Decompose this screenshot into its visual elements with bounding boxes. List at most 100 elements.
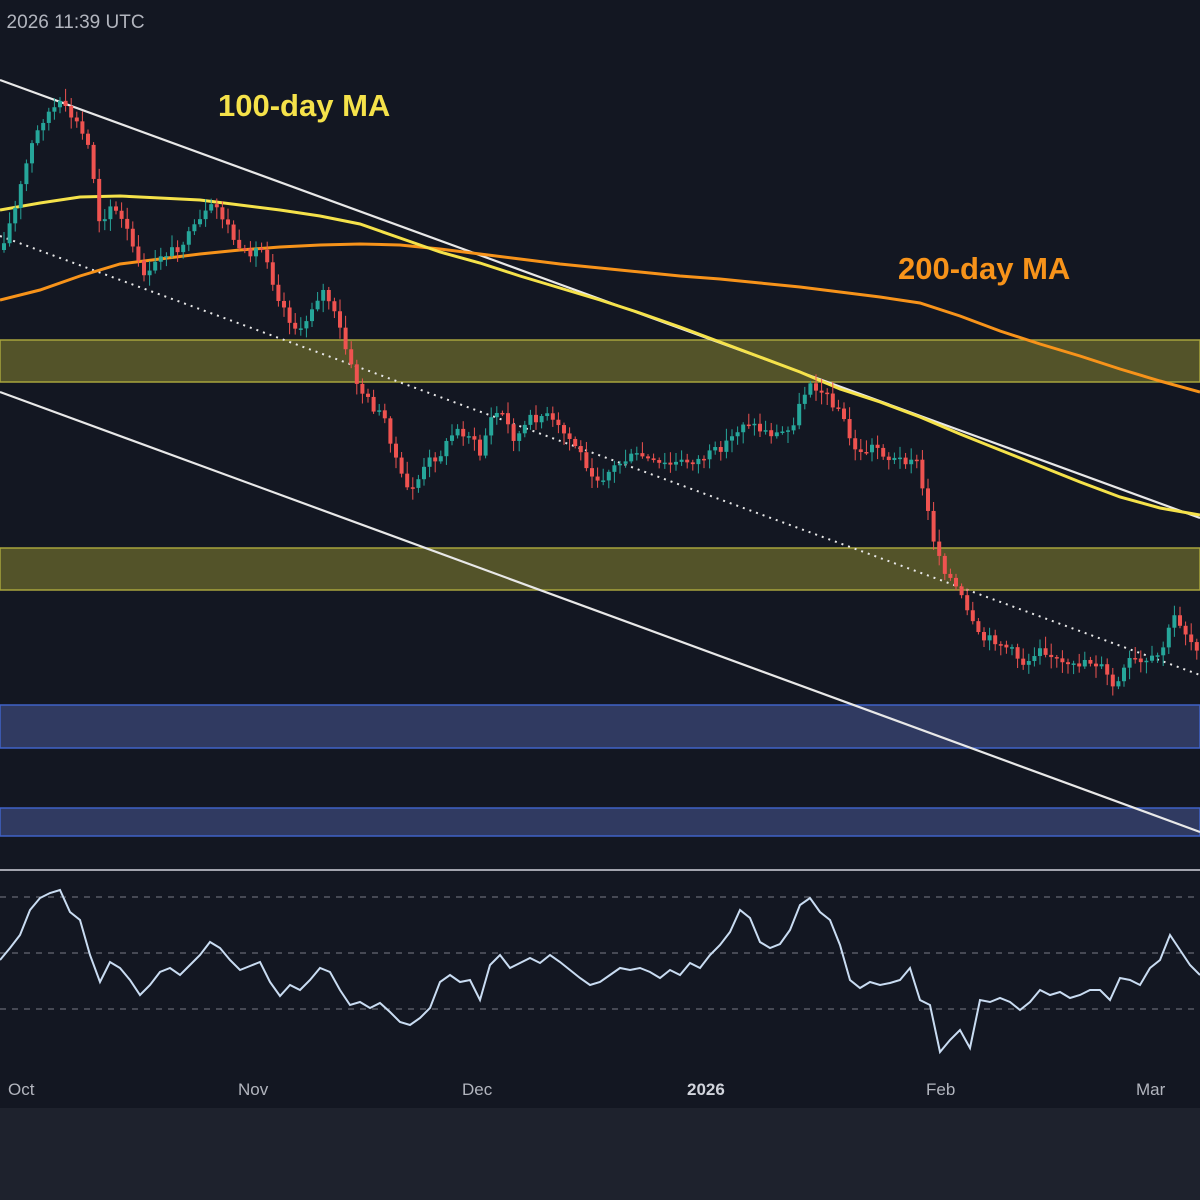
candle-body xyxy=(679,459,684,462)
candle xyxy=(147,261,152,286)
candle xyxy=(836,399,841,412)
candle xyxy=(976,618,981,635)
candle-body xyxy=(836,407,841,409)
candle-body xyxy=(147,270,152,276)
candle-body xyxy=(926,488,930,511)
timestamp-label: , 2026 11:39 UTC xyxy=(0,12,145,33)
candle-body xyxy=(959,586,964,596)
candle xyxy=(780,426,785,435)
candle-body xyxy=(774,432,779,437)
candle xyxy=(63,88,68,112)
candle xyxy=(237,229,242,251)
candle xyxy=(640,442,645,459)
candle xyxy=(786,426,790,444)
candle xyxy=(198,209,202,228)
candle-body xyxy=(819,390,824,393)
candle xyxy=(382,403,387,424)
candle xyxy=(601,468,606,486)
candle xyxy=(18,180,23,220)
candle xyxy=(634,446,639,461)
candle xyxy=(937,529,942,566)
candle xyxy=(808,380,813,398)
candle xyxy=(69,98,74,129)
candle-body xyxy=(41,122,46,131)
candle-body xyxy=(550,413,555,420)
candle xyxy=(1077,653,1082,673)
chart-header: , 2026 11:39 UTC xyxy=(0,0,1200,44)
resistance-zone xyxy=(0,339,1200,383)
candle xyxy=(343,315,348,355)
candle-body xyxy=(769,430,774,437)
candle-body xyxy=(970,610,975,622)
candle xyxy=(298,317,303,336)
candle xyxy=(959,583,964,599)
candle-body xyxy=(2,243,6,250)
candle-body xyxy=(674,461,678,465)
candle xyxy=(360,378,365,404)
candle xyxy=(886,452,891,470)
candle-body xyxy=(483,435,488,456)
candle-body xyxy=(466,436,471,438)
candle xyxy=(1021,648,1026,670)
candle-body xyxy=(214,204,219,208)
candle xyxy=(2,232,6,253)
x-tick-label: Nov xyxy=(238,1080,269,1099)
candle-body xyxy=(444,440,449,457)
candle xyxy=(623,449,628,468)
candle-body xyxy=(1077,663,1082,667)
candle-body xyxy=(237,239,242,249)
candle-body xyxy=(209,204,214,211)
candle xyxy=(282,292,286,317)
candle xyxy=(265,241,270,269)
candle-body xyxy=(937,541,942,556)
candle xyxy=(209,198,214,214)
candle-body xyxy=(102,219,107,222)
candle-body xyxy=(310,309,314,322)
candle-body xyxy=(270,262,275,285)
candle xyxy=(170,235,174,259)
candle xyxy=(422,457,426,486)
candle xyxy=(158,247,163,270)
candle-body xyxy=(578,446,583,453)
candle xyxy=(1122,664,1126,687)
candle-body xyxy=(875,444,880,448)
candle xyxy=(590,458,594,488)
candle-body xyxy=(702,458,706,461)
candle-body xyxy=(752,423,757,426)
candle xyxy=(606,469,611,489)
candle-body xyxy=(198,219,202,225)
candle-body xyxy=(595,476,600,481)
candle xyxy=(550,406,555,427)
candle-body xyxy=(86,133,90,145)
candle-body xyxy=(265,249,270,263)
candle xyxy=(1172,605,1177,637)
candle-body xyxy=(450,435,454,441)
candle-body xyxy=(1150,655,1154,661)
candle-body xyxy=(1060,658,1065,663)
candle xyxy=(970,601,975,625)
candle xyxy=(702,455,706,469)
candle-body xyxy=(410,487,415,489)
candle xyxy=(254,241,258,267)
candle-body xyxy=(646,456,650,459)
candle xyxy=(898,446,902,469)
candle xyxy=(1026,653,1031,674)
candle xyxy=(248,241,253,263)
candle xyxy=(819,379,824,405)
candle xyxy=(1015,643,1020,669)
candle xyxy=(718,441,723,461)
candle-body xyxy=(186,231,191,245)
candle-body xyxy=(366,393,370,397)
candle-body xyxy=(634,453,639,455)
candle-body xyxy=(136,246,141,261)
candle-body xyxy=(685,459,690,463)
candle xyxy=(366,388,370,403)
candle-body xyxy=(1049,654,1054,658)
candle-body xyxy=(786,430,790,432)
candle-body xyxy=(668,462,673,465)
candle-body xyxy=(91,144,96,179)
x-tick-label: 2026 xyxy=(687,1080,725,1099)
candle xyxy=(875,435,880,460)
candle-body xyxy=(472,436,477,440)
